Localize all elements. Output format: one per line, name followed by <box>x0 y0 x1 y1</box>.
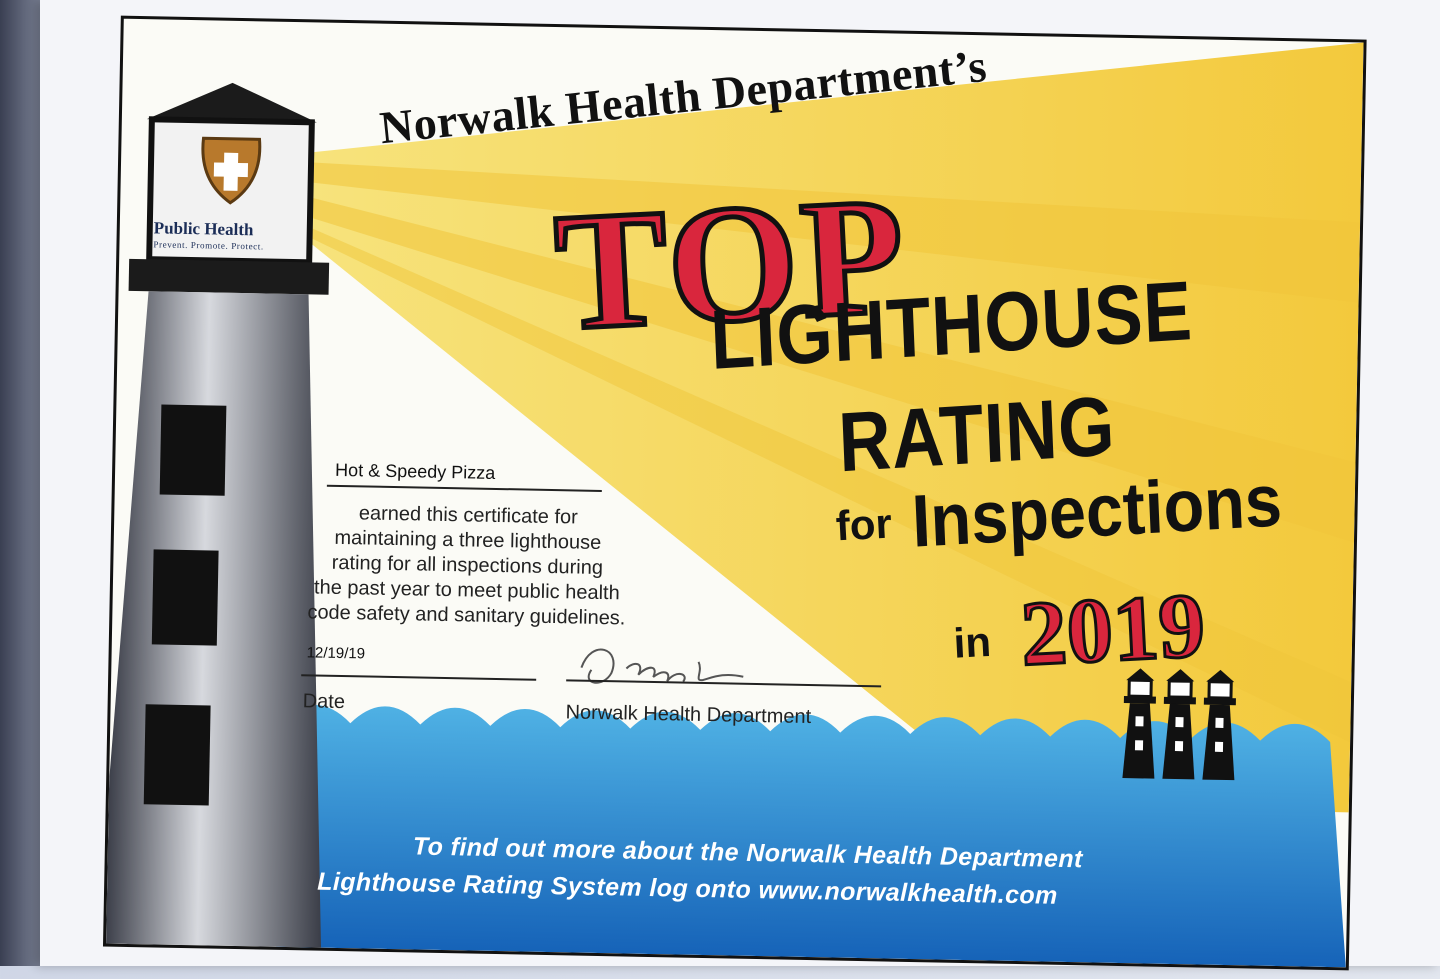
beam-ray-2 <box>310 197 1356 543</box>
certificate-artwork <box>106 42 1364 968</box>
rating-lighthouse-icon-3 <box>1202 669 1236 781</box>
lighthouse-roof <box>146 82 317 123</box>
rating-lighthouse-icon-2 <box>1162 669 1196 780</box>
beam-ray-1 <box>310 162 1361 303</box>
sea-waves <box>276 705 1346 968</box>
public-health-cross-icon <box>213 152 249 191</box>
lighthouse-gallery <box>128 258 330 295</box>
certificate: Public Health Prevent. Promote. Protect.… <box>69 0 1440 979</box>
rating-lighthouse-icon-1 <box>1122 668 1156 779</box>
date-label: Date <box>302 690 346 714</box>
lighthouse-window-2 <box>151 549 219 646</box>
lighthouse-window-1 <box>159 404 227 496</box>
recipient-name: Hot & Speedy Pizza <box>334 459 496 483</box>
date-value: 12/19/19 <box>306 644 366 663</box>
signature-label: Norwalk Health Department <box>565 701 812 729</box>
beam-ray-3 <box>309 227 1352 743</box>
for-text: for <box>834 499 893 550</box>
lighthouse-window-3 <box>143 704 211 806</box>
in-text: in <box>952 617 993 667</box>
public-health-tagline: Prevent. Promote. Protect. <box>153 239 264 252</box>
lighthouse-tower <box>106 291 321 948</box>
certificate-body: earned this certificate for maintaining … <box>307 502 626 630</box>
certificate-frame: Public Health Prevent. Promote. Protect.… <box>102 15 1367 971</box>
year-heading: 2019 <box>1017 572 1209 686</box>
public-health-logo-text: Public Health <box>153 218 254 240</box>
